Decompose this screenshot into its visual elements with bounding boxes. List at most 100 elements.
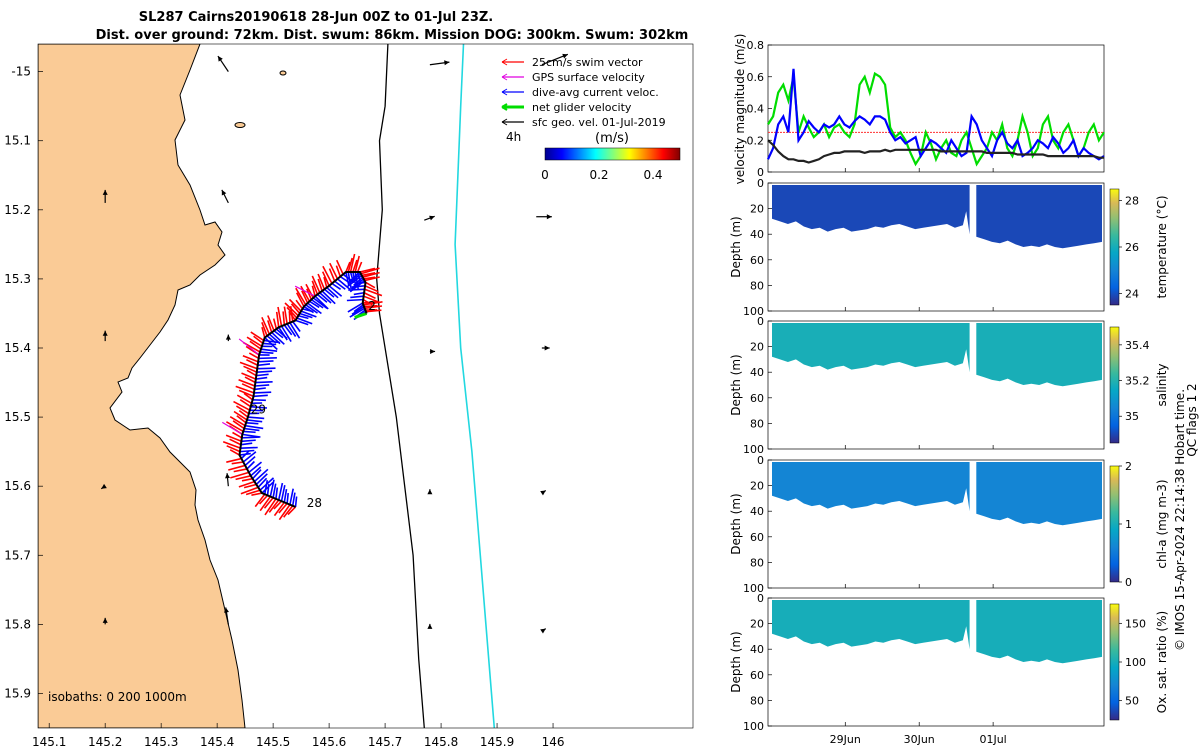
swim-vector [361, 272, 376, 277]
glider-track [238, 271, 368, 508]
swim-vector [244, 376, 256, 384]
section-y-tick-label: 80 [750, 417, 764, 430]
section-data-fill [772, 462, 970, 512]
current-vector [296, 317, 313, 325]
swim-vector [248, 352, 260, 360]
section-y-tick-label: 100 [743, 720, 764, 733]
section-y-tick-label: 40 [750, 228, 764, 241]
swim-vector [259, 496, 271, 512]
speed-colorbar-tick: 0.4 [643, 168, 662, 182]
current-vector [269, 479, 275, 497]
current-vector [253, 468, 269, 483]
swim-vector [238, 389, 254, 398]
current-vector [348, 273, 362, 285]
swim-vector [278, 504, 291, 521]
swim-vector [323, 276, 328, 288]
current-vector [291, 492, 296, 506]
swim-vector [261, 316, 271, 335]
section-y-tick-label: 60 [750, 531, 764, 544]
swim-vector [263, 497, 274, 509]
swim-vector [290, 303, 301, 314]
section-colorbar-label: chl-a (mg m-3) [1155, 479, 1169, 568]
legend-swim-vector: 25cm/s swim vector [532, 56, 643, 69]
section-data-fill [772, 323, 970, 373]
velocity-axes-frame [767, 44, 1105, 173]
section-temperature: 0 20 40 60 80 100 Depth (m) 24 26 28 temperature (… [729, 177, 1169, 318]
swim-vector [365, 281, 376, 289]
legend-net-velocity: net glider velocity [532, 101, 632, 114]
time-tick-label: 29Jun [830, 733, 861, 746]
current-vector [249, 409, 264, 412]
current-vector [242, 451, 257, 463]
section-y-tick-label: 20 [750, 480, 764, 493]
section-colorbar [1109, 326, 1120, 444]
section-colorbar [1109, 465, 1120, 583]
section-colorbar-tick-label: 0 [1125, 576, 1132, 589]
current-vector [253, 391, 272, 394]
section-colorbar-tick-label: 35.2 [1125, 375, 1150, 388]
current-vector [258, 357, 277, 360]
section-colorbar-tick-label: 50 [1125, 695, 1139, 708]
current-vector [314, 295, 329, 310]
map-x-tick-label: 145.7 [368, 735, 402, 749]
current-vector [283, 324, 293, 336]
current-vector [264, 337, 278, 351]
swim-vector [335, 259, 344, 275]
swim-vector [246, 358, 259, 366]
swim-vector [306, 288, 313, 300]
map-y-tick-label: 15.5 [4, 410, 31, 424]
current-vector [280, 485, 286, 502]
current-vector [246, 460, 255, 470]
swim-vector [321, 271, 330, 287]
current-vector [271, 331, 285, 345]
current-vector [347, 302, 364, 313]
section-y-tick-label: 20 [750, 203, 764, 216]
swim-vector [335, 265, 342, 277]
swim-vector [360, 267, 380, 275]
swim-vector [364, 305, 383, 310]
swim-vector [222, 441, 241, 449]
swim-vector [329, 262, 339, 280]
current-vector [321, 290, 336, 305]
current-vector [309, 300, 320, 309]
day-label: 2 [368, 299, 376, 313]
swim-vector [229, 449, 240, 456]
current-vector [289, 322, 301, 339]
current-vector [254, 387, 266, 391]
section-y-tick-label: 40 [750, 643, 764, 656]
velocity-series-line [767, 68, 1105, 161]
swim-vector [246, 369, 257, 377]
current-vector [303, 305, 315, 314]
section-data-fill [976, 185, 1102, 249]
current-vector [294, 496, 298, 507]
current-vector [247, 416, 265, 420]
current-vector [305, 304, 318, 314]
current-vector [239, 452, 251, 456]
current-vector [257, 367, 276, 370]
swim-vector [236, 394, 253, 404]
section-colorbar-tick-label: 24 [1125, 287, 1139, 300]
map-x-tick-label: 145.5 [256, 735, 290, 749]
section-y-label: Depth (m) [729, 493, 743, 554]
island [234, 122, 246, 128]
current-vector [336, 278, 351, 291]
section-colorbar-label: Ox. sat. ratio (%) [1155, 611, 1169, 713]
velocity-series-line [767, 139, 1104, 164]
current-vector [349, 307, 366, 318]
time-axis-ticks: 29Jun 30Jun 01Jul [830, 168, 1007, 746]
velocity-panel: 0 0.2 0.4 0.6 0.8 velocity magnitude (m/s) [733, 34, 1105, 184]
geo-vector [221, 189, 229, 204]
current-vector [263, 480, 269, 495]
velocity-y-tick-label: 0.8 [747, 39, 765, 52]
current-vector [240, 446, 258, 449]
day-label: 28 [307, 496, 322, 510]
swim-vector [232, 431, 243, 439]
current-vector [280, 325, 292, 343]
map-y-tick-label: 15.3 [4, 272, 31, 286]
current-vector [298, 314, 309, 320]
map-x-tick-label: 145.4 [200, 735, 234, 749]
swim-vector [251, 492, 263, 496]
swim-vector [364, 276, 380, 282]
current-vector [350, 271, 361, 281]
